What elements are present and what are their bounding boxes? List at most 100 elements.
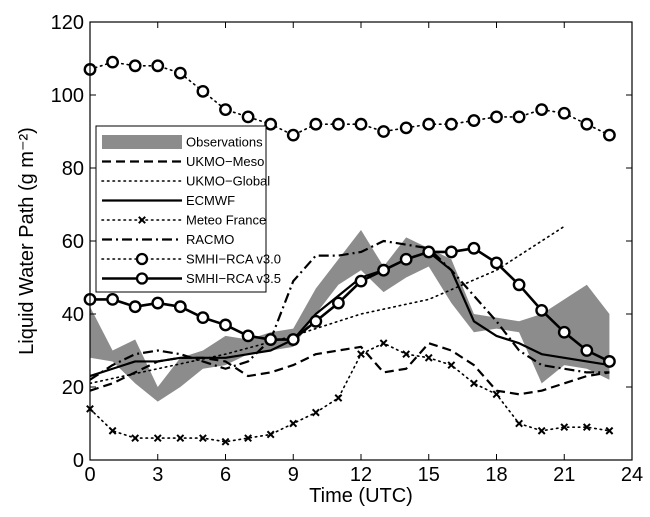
series-3-point xyxy=(537,426,546,435)
series-5-point xyxy=(490,110,503,124)
series-6-point xyxy=(241,329,255,343)
legend-label: Observations xyxy=(186,135,263,150)
series-3-point xyxy=(515,419,523,428)
series-5-point xyxy=(286,128,300,142)
y-tick-label: 100 xyxy=(51,85,84,107)
legend-label: UKMO−Meso xyxy=(186,154,264,169)
series-3-point xyxy=(470,379,478,388)
series-6-point xyxy=(603,355,616,368)
series-3-point xyxy=(266,430,275,439)
series-3-point xyxy=(447,361,456,370)
legend-label: SMHI−RCA v3.0 xyxy=(186,252,281,267)
y-tick-label: 0 xyxy=(73,450,84,472)
x-tick-label: 18 xyxy=(485,464,507,486)
series-5-point xyxy=(196,84,210,98)
series-6-point xyxy=(399,252,413,266)
series-3-point xyxy=(199,434,207,443)
legend-label: UKMO−Global xyxy=(186,174,270,189)
series-5-point xyxy=(219,103,232,117)
legend-label: ECMWF xyxy=(186,193,235,208)
legend-box xyxy=(95,125,267,293)
x-tick-label: 12 xyxy=(350,464,372,486)
y-tick-label: 40 xyxy=(62,304,84,326)
series-3-point xyxy=(379,339,388,348)
series-line-4 xyxy=(90,239,610,381)
series-3-point xyxy=(221,437,230,446)
series-3-point xyxy=(311,408,320,417)
series-6-point xyxy=(332,296,345,310)
legend-marker xyxy=(135,272,149,285)
series-6-point xyxy=(106,292,119,306)
legend-label: RACMO xyxy=(186,232,234,247)
legend-swatch-observations xyxy=(102,135,182,149)
y-tick-label: 20 xyxy=(62,377,84,399)
series-6-point xyxy=(512,278,526,292)
x-tick-label: 9 xyxy=(288,464,299,486)
series-3-point xyxy=(402,350,411,359)
y-tick-label: 60 xyxy=(62,231,84,253)
x-axis-title: Time (UTC) xyxy=(309,485,413,507)
series-6-point xyxy=(219,318,232,332)
series-3-point xyxy=(605,426,614,435)
series-3-point xyxy=(153,434,162,443)
series-line-5 xyxy=(90,61,611,136)
series-6-point xyxy=(535,303,549,317)
series-5-point xyxy=(444,117,458,131)
y-axis: 0 20 40 60 80 100 120 xyxy=(51,12,632,472)
series-5-point xyxy=(377,125,390,138)
series-5-point xyxy=(151,59,165,73)
series-5-point xyxy=(399,121,413,135)
series-5-point xyxy=(309,117,323,131)
series-6-point xyxy=(309,314,323,328)
series-6-point xyxy=(580,344,594,357)
series-5-point xyxy=(580,117,594,131)
series-5-point xyxy=(332,117,345,131)
legend-label: SMHI−RCA v3.5 xyxy=(186,271,281,286)
series-6-point xyxy=(173,300,187,314)
y-axis-title: Liquid Water Path (g m⁻²) xyxy=(16,127,38,355)
series-5-point xyxy=(106,55,119,69)
series-5-point xyxy=(512,110,526,124)
series-5-point xyxy=(173,66,187,80)
x-tick-label: 0 xyxy=(84,464,95,486)
series-5-point xyxy=(422,117,436,131)
series-5-point xyxy=(557,106,571,120)
legend-marker xyxy=(135,252,149,266)
series-5-point xyxy=(128,59,142,73)
series-6-point xyxy=(128,300,142,314)
x-tick-label: 21 xyxy=(553,464,575,486)
y-tick-label: 80 xyxy=(62,158,84,180)
series-3-point xyxy=(176,434,185,443)
series-3-point xyxy=(492,390,501,399)
legend: Observations UKMO−Meso UKMO−Global ECMWF Met… xyxy=(95,125,281,293)
series-3-point xyxy=(289,419,298,428)
series-3-point xyxy=(244,434,252,443)
series-line-2 xyxy=(90,250,610,378)
series-3-point xyxy=(560,423,569,432)
x-tick-label: 6 xyxy=(220,464,231,486)
x-axis: 0 3 6 9 12 15 18 21 24 xyxy=(84,22,643,486)
series-3-point xyxy=(582,423,591,432)
series-5-point xyxy=(264,117,278,131)
series-5-point xyxy=(467,114,481,127)
series-6-point xyxy=(377,263,390,277)
series-5-point xyxy=(535,103,549,117)
series-6-point xyxy=(422,245,436,259)
series-5-point xyxy=(603,128,616,142)
series-3-point xyxy=(424,353,433,362)
series-6-point xyxy=(151,296,165,310)
legend-label: Meteo France xyxy=(186,213,266,228)
series-6-point xyxy=(354,274,368,288)
x-tick-label: 24 xyxy=(621,464,643,486)
series-5-point xyxy=(354,117,368,131)
series-3-point xyxy=(334,394,343,402)
series-6-point xyxy=(444,245,458,259)
series-5-point xyxy=(241,110,255,124)
y-tick-label: 120 xyxy=(51,12,84,34)
series-6-point xyxy=(557,325,571,339)
series-3-point xyxy=(357,350,365,359)
series-3-point xyxy=(108,426,117,435)
series-line-3 xyxy=(90,342,611,443)
series-3-point xyxy=(131,434,140,443)
